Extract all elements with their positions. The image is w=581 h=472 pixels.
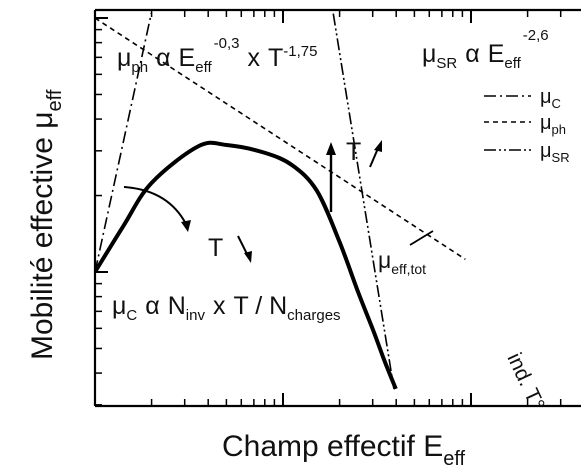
ind-t-label: ind. T°	[502, 349, 548, 414]
series-line-mu-sr	[331, 10, 395, 389]
mu-sr-law-annotation: μSR α Eeff-2,6	[422, 27, 549, 72]
series-line-mu-ph	[95, 17, 466, 260]
legend-label-mu-ph: μph	[540, 112, 566, 137]
t-decrease-arrow: T	[123, 186, 252, 263]
mu-eff-tot-label: μeff,tot	[378, 247, 426, 277]
x-axis-title: Champ effectif Eeff	[222, 430, 466, 470]
axis-ticks	[95, 10, 562, 406]
t-up-label: T	[346, 138, 361, 166]
y-axis-title: Mobilité effective μeff	[26, 89, 66, 360]
mu-eff-tot-callout: μeff,tot	[378, 230, 434, 277]
legend-label-mu-sr: μSR	[540, 140, 570, 165]
legend: μC μph μSR	[484, 86, 570, 165]
t-increase-arrow: T	[326, 138, 382, 212]
mu-c-law-annotation: μC α Ninv x T / Ncharges	[112, 292, 341, 324]
series-line-mu-eff-tot	[95, 140, 398, 390]
plot-frame	[93, 8, 581, 408]
t-down-label: T	[208, 234, 223, 262]
mu-ph-law-annotation: μph α Eeff-0,3x T-1,75	[117, 35, 317, 76]
legend-label-mu-c: μC	[540, 86, 561, 111]
series-line-mu-c	[95, 12, 153, 273]
